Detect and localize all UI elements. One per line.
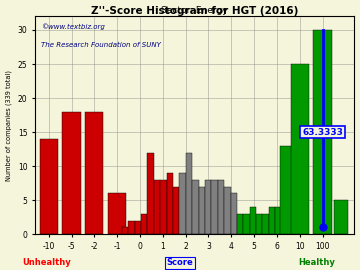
Bar bbox=[230, 193, 237, 234]
Bar bbox=[128, 221, 135, 234]
Bar bbox=[141, 214, 148, 234]
Bar bbox=[148, 153, 154, 234]
Bar bbox=[122, 228, 128, 234]
Bar bbox=[250, 207, 256, 234]
Bar bbox=[237, 214, 243, 234]
Bar bbox=[218, 180, 224, 234]
Bar bbox=[280, 146, 296, 234]
Bar bbox=[282, 214, 288, 234]
Bar bbox=[243, 214, 250, 234]
Bar bbox=[186, 153, 192, 234]
Text: ©www.textbiz.org: ©www.textbiz.org bbox=[41, 23, 105, 29]
Bar bbox=[224, 187, 230, 234]
Bar bbox=[108, 193, 126, 234]
Text: 63.3333: 63.3333 bbox=[302, 128, 343, 137]
Bar bbox=[313, 30, 332, 234]
Bar bbox=[85, 112, 103, 234]
Bar bbox=[291, 64, 309, 234]
Bar bbox=[256, 214, 262, 234]
Bar bbox=[205, 180, 211, 234]
Bar bbox=[262, 214, 269, 234]
Bar bbox=[269, 207, 275, 234]
Bar bbox=[62, 112, 81, 234]
Bar bbox=[173, 187, 179, 234]
Text: Score: Score bbox=[167, 258, 193, 267]
Bar bbox=[179, 173, 186, 234]
Text: The Research Foundation of SUNY: The Research Foundation of SUNY bbox=[41, 42, 161, 49]
Bar bbox=[40, 139, 58, 234]
Y-axis label: Number of companies (339 total): Number of companies (339 total) bbox=[5, 70, 12, 181]
Text: Unhealthy: Unhealthy bbox=[22, 258, 71, 267]
Bar bbox=[275, 207, 282, 234]
Bar bbox=[160, 180, 167, 234]
Bar bbox=[167, 173, 173, 234]
Bar bbox=[135, 221, 141, 234]
Text: Healthy: Healthy bbox=[298, 258, 335, 267]
Bar bbox=[199, 187, 205, 234]
Title: Z''-Score Histogram for HGT (2016): Z''-Score Histogram for HGT (2016) bbox=[91, 6, 298, 16]
Bar bbox=[334, 200, 348, 234]
Bar bbox=[154, 180, 160, 234]
Bar bbox=[211, 180, 218, 234]
Text: Sector: Energy: Sector: Energy bbox=[161, 6, 228, 15]
Bar bbox=[192, 180, 199, 234]
